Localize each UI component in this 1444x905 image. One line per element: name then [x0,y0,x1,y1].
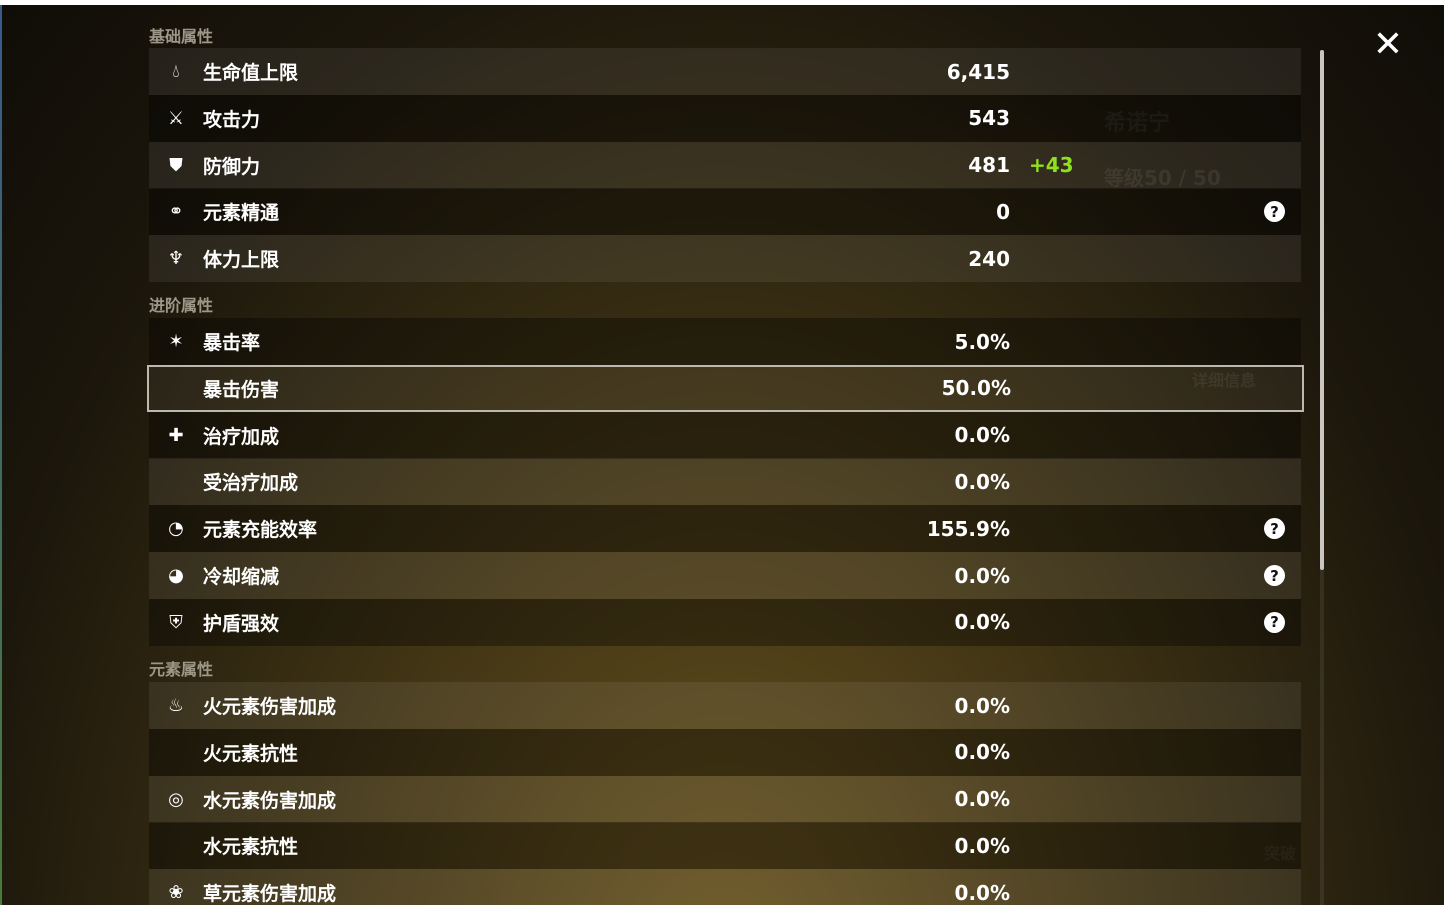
attribute-label: 暴击伤害 [203,378,280,401]
attribute-value: 0.0% [954,740,1010,765]
attribute-row[interactable]: ✚ 治疗加成 0.0% [149,411,1301,459]
attribute-row[interactable]: ⚔︎ 攻击力 543 [149,94,1301,142]
attribute-label: 体力上限 [203,249,280,272]
section-header-elemental: 元素属性 [149,660,214,679]
attribute-label: 护盾强效 [203,612,280,635]
attribute-bonus: +43 [1029,153,1074,178]
attribute-row[interactable]: 火元素抗性 0.0% [149,728,1301,776]
attribute-row[interactable]: ⛊ 防御力 481 +43 [149,141,1301,189]
attribute-row[interactable]: ◔ 元素充能效率 155.9%? [149,505,1301,553]
attribute-row[interactable]: 受治疗加成 0.0% [149,458,1301,506]
attribute-label: 生命值上限 [203,62,299,84]
attribute-value: 5.0% [954,329,1010,354]
shield-strength-icon: ⛨ [169,611,183,633]
section-header-advanced: 进阶属性 [149,296,214,315]
section-header-basic: 基础属性 [149,27,214,46]
attribute-label: 草元素伤害加成 [203,883,337,905]
attribute-row[interactable]: ◕ 冷却缩减 0.0%? [149,552,1301,599]
attribute-value: 0.0% [954,693,1010,718]
attribute-detail-screen: 希诺宁 等级50 / 50 详细信息 突破 基础属性 💧︎ 生命值上限 6,415 ⚔︎… [2,5,1444,905]
cooldown-icon: ◕ [168,565,184,586]
attribute-label: 受治疗加成 [203,472,299,495]
help-icon[interactable]: ? [1264,565,1285,586]
help-icon[interactable]: ? [1264,201,1285,223]
hydro-icon: ◎ [168,788,184,810]
attribute-value: 6,415 [946,59,1010,84]
crit-rate-icon: ✶ [168,331,184,352]
attribute-label: 暴击率 [203,332,261,354]
attribute-value: 0.0% [954,610,1010,635]
bg-level: 等级50 / 50 [1104,166,1221,190]
attribute-row[interactable]: ⛨ 护盾强效 0.0%? [149,598,1301,646]
attribute-label: 冷却缩减 [203,566,280,588]
close-button[interactable]: ✕ [1370,27,1406,63]
help-icon[interactable]: ? [1264,611,1285,633]
bg-ascend-button: 突破 [1264,844,1297,863]
attribute-row[interactable]: 水元素抗性 0.0% [149,822,1301,870]
attribute-row[interactable]: 💧︎ 生命值上限 6,415 [149,48,1301,95]
scrollbar-thumb[interactable] [1320,50,1324,570]
attribute-row[interactable]: 暴击伤害 50.0% [147,364,1304,412]
attribute-label: 攻击力 [203,108,261,131]
attribute-value: 0.0% [954,563,1010,588]
attribute-row[interactable]: ♨ 火元素伤害加成 0.0% [149,682,1301,729]
attribute-value: 50.0% [941,376,1011,401]
shield-icon: ⛊ [169,154,183,176]
attribute-label: 水元素伤害加成 [203,789,337,812]
attribute-value: 0.0% [954,833,1010,858]
attribute-label: 火元素抗性 [203,742,299,765]
help-icon[interactable]: ? [1264,518,1285,540]
attribute-value: 0.0% [954,423,1010,448]
attribute-value: 0.0% [954,787,1010,812]
bg-character-name: 希诺宁 [1104,111,1171,136]
stamina-icon: ♆ [167,248,185,270]
sword-icon: ⚔︎ [167,107,185,129]
attribute-value: 0.0% [954,880,1010,905]
attribute-row[interactable]: ♆ 体力上限 240 [149,235,1301,283]
energy-recharge-icon: ◔ [168,518,184,540]
attribute-row[interactable]: ◎ 水元素伤害加成 0.0% [149,775,1301,823]
attribute-row[interactable]: ⚭ 元素精通 0? [149,188,1301,236]
attribute-label: 火元素伤害加成 [203,696,337,718]
dendro-icon: ❀ [168,882,184,904]
attribute-value: 481 [968,153,1010,178]
bg-details-button: 详细信息 [1192,371,1257,390]
elemental-mastery-icon: ⚭ [168,201,184,223]
hp-drop-icon: 💧︎ [172,61,180,82]
attribute-row[interactable]: ✶ 暴击率 5.0% [149,318,1301,365]
attribute-value: 543 [968,106,1010,131]
attribute-value: 0.0% [954,469,1010,494]
attribute-value: 240 [968,246,1010,271]
attribute-value: 155.9% [926,516,1010,541]
attribute-label: 元素精通 [203,202,280,225]
pyro-icon: ♨ [167,695,185,716]
attribute-label: 治疗加成 [203,425,280,448]
attribute-label: 元素充能效率 [203,519,318,542]
window-edge [0,5,2,905]
attribute-label: 防御力 [203,155,261,178]
attribute-row[interactable]: ❀ 草元素伤害加成 0.0% [149,869,1301,905]
close-icon: ✕ [1372,24,1404,65]
healing-cross-icon: ✚ [168,424,184,446]
attribute-label: 水元素抗性 [203,836,299,859]
attribute-value: 0 [996,199,1010,224]
